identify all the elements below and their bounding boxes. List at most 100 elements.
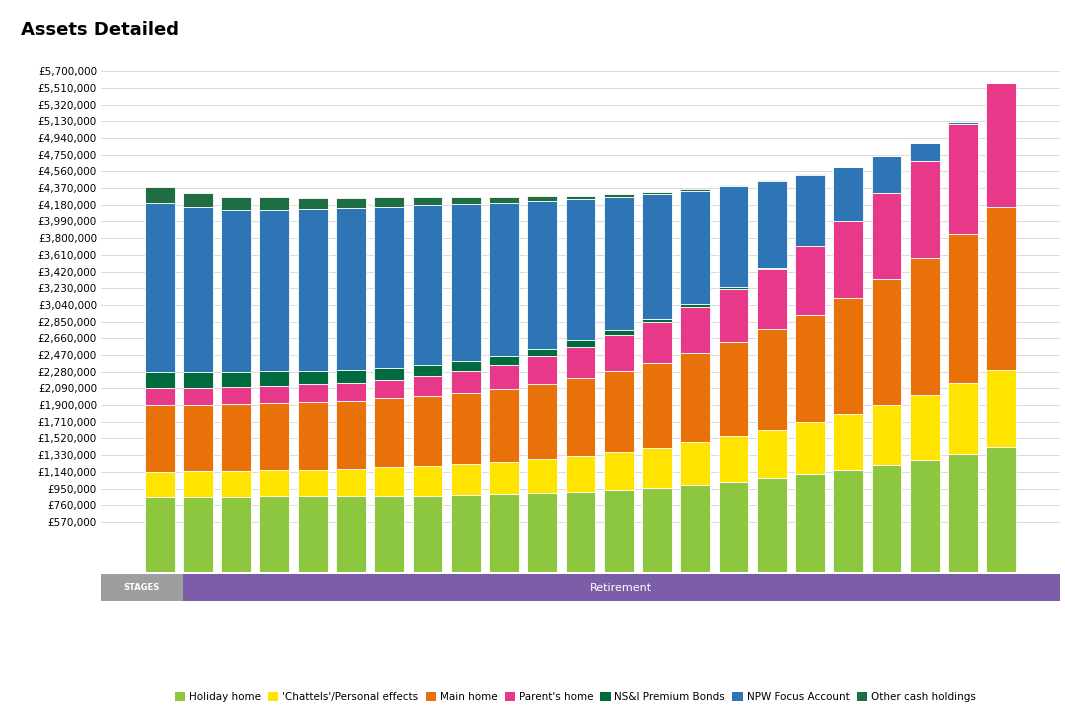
Bar: [489, 494, 519, 572]
Bar: [298, 496, 328, 572]
Bar: [298, 371, 328, 385]
Bar: [719, 184, 749, 186]
Bar: [412, 205, 442, 365]
Bar: [871, 465, 901, 572]
Bar: [566, 199, 595, 340]
Bar: [757, 478, 787, 572]
Bar: [604, 330, 634, 335]
Bar: [412, 466, 442, 495]
Bar: [101, 574, 183, 601]
Bar: [604, 371, 634, 452]
Bar: [450, 393, 480, 464]
Bar: [910, 395, 939, 460]
Bar: [298, 209, 328, 371]
Bar: [604, 194, 634, 197]
Bar: [871, 157, 901, 193]
Bar: [489, 203, 519, 356]
Bar: [489, 389, 519, 462]
Legend: Holiday home, 'Chattels'/Personal effects, Main home, Parent's home, NS&I Premiu: Holiday home, 'Chattels'/Personal effect…: [170, 688, 980, 706]
Bar: [183, 471, 213, 497]
Text: STAGES: STAGES: [124, 583, 160, 592]
Bar: [642, 322, 672, 363]
Bar: [450, 464, 480, 495]
Bar: [566, 347, 595, 378]
Bar: [489, 356, 519, 365]
Bar: [871, 193, 901, 280]
Bar: [145, 202, 175, 372]
Bar: [833, 221, 863, 298]
Bar: [527, 356, 557, 383]
Bar: [948, 235, 978, 383]
Bar: [260, 197, 290, 210]
Bar: [222, 210, 251, 372]
Bar: [183, 193, 213, 207]
Bar: [948, 383, 978, 454]
Bar: [335, 400, 366, 469]
Bar: [604, 490, 634, 572]
Bar: [527, 383, 557, 459]
Bar: [910, 143, 939, 161]
Bar: [298, 402, 328, 470]
Bar: [374, 468, 404, 496]
Bar: [986, 84, 1016, 207]
Bar: [604, 335, 634, 371]
Bar: [794, 422, 825, 475]
Text: Retirement: Retirement: [590, 583, 652, 593]
Bar: [489, 462, 519, 494]
Bar: [412, 495, 442, 572]
Bar: [948, 122, 978, 124]
Bar: [642, 194, 672, 318]
Bar: [450, 197, 480, 204]
Bar: [183, 388, 213, 405]
Bar: [222, 372, 251, 388]
Bar: [681, 305, 710, 307]
Bar: [794, 315, 825, 422]
Bar: [260, 496, 290, 572]
Bar: [833, 414, 863, 470]
Bar: [335, 370, 366, 383]
Bar: [335, 469, 366, 496]
Bar: [681, 485, 710, 572]
Bar: [833, 298, 863, 414]
Bar: [222, 197, 251, 210]
Bar: [681, 307, 710, 353]
Bar: [335, 496, 366, 572]
Bar: [145, 497, 175, 572]
Bar: [450, 371, 480, 393]
Bar: [374, 496, 404, 572]
Bar: [222, 497, 251, 572]
Bar: [757, 181, 787, 268]
Bar: [833, 167, 863, 221]
Bar: [794, 175, 825, 247]
Bar: [642, 318, 672, 322]
Bar: [374, 368, 404, 380]
Bar: [986, 207, 1016, 370]
Bar: [527, 197, 557, 201]
Bar: [566, 492, 595, 572]
Bar: [757, 269, 787, 329]
Bar: [412, 396, 442, 466]
Bar: [145, 405, 175, 472]
Bar: [335, 198, 366, 208]
Bar: [374, 207, 404, 368]
Bar: [719, 186, 749, 287]
Bar: [260, 371, 290, 385]
Bar: [871, 405, 901, 465]
Bar: [604, 197, 634, 330]
Bar: [260, 210, 290, 371]
Bar: [145, 472, 175, 497]
Bar: [642, 192, 672, 194]
Bar: [757, 180, 787, 181]
Bar: [681, 189, 710, 191]
Bar: [527, 493, 557, 572]
Bar: [681, 353, 710, 443]
Bar: [374, 197, 404, 207]
Bar: [910, 161, 939, 258]
Bar: [642, 448, 672, 488]
Bar: [335, 208, 366, 370]
Bar: [566, 456, 595, 492]
Bar: [412, 375, 442, 396]
Bar: [374, 398, 404, 468]
Bar: [298, 198, 328, 209]
Bar: [183, 497, 213, 572]
